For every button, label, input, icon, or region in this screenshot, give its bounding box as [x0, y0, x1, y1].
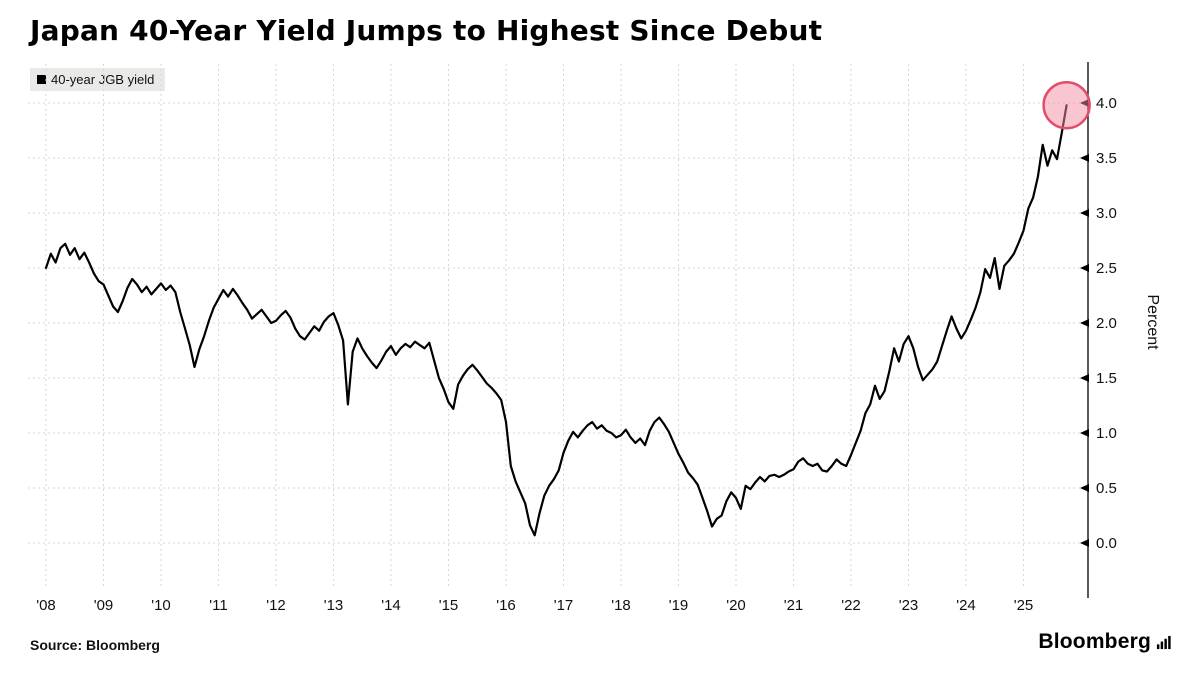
y-tick-label: 3.0: [1096, 205, 1117, 222]
chart-title: Japan 40-Year Yield Jumps to Highest Sin…: [30, 14, 823, 47]
y-tick-label: 0.0: [1096, 535, 1117, 552]
legend-swatch-icon: [37, 75, 46, 84]
x-tick-label: '11: [209, 597, 227, 614]
y-tick-arrow-icon: [1080, 154, 1089, 162]
y-tick-arrow-icon: [1080, 539, 1089, 547]
y-tick-arrow-icon: [1080, 374, 1089, 382]
x-tick-label: '10: [151, 597, 171, 614]
x-tick-label: '19: [669, 597, 689, 614]
bloomberg-bars-icon: [1156, 635, 1171, 649]
x-tick-label: '22: [841, 597, 861, 614]
x-tick-label: '24: [956, 597, 976, 614]
x-axis-labels: '08 '09 '10 '11 '12 '13 '14 '15 '16 '17 '18 '19 '20 '…: [36, 597, 1033, 614]
x-tick-label: '20: [726, 597, 746, 614]
x-tick-label: '14: [381, 597, 401, 614]
x-tick-label: '23: [899, 597, 919, 614]
x-tick-label: '12: [266, 597, 286, 614]
series-line-40y-jgb-yield: [44, 104, 1068, 537]
x-tick-label: '08: [36, 597, 56, 614]
source-note: Source: Bloomberg: [30, 637, 160, 653]
y-axis-labels: 0.0 0.5 1.0 1.5 2.0 2.5 3.0 3.5 4.0: [1080, 95, 1117, 552]
x-tick-label: '25: [1014, 597, 1034, 614]
y-tick-label: 2.5: [1096, 260, 1117, 277]
x-tick-label: '18: [611, 597, 631, 614]
y-tick-label: 2.0: [1096, 315, 1117, 332]
x-tick-label: '16: [496, 597, 516, 614]
y-tick-arrow-icon: [1080, 264, 1089, 272]
y-tick-arrow-icon: [1080, 429, 1089, 437]
y-tick-label: 4.0: [1096, 95, 1117, 112]
y-tick-label: 1.5: [1096, 370, 1117, 387]
x-tick-label: '13: [324, 597, 344, 614]
highlight-circle: [1042, 80, 1091, 130]
x-tick-label: '15: [439, 597, 459, 614]
y-tick-label: 0.5: [1096, 480, 1117, 497]
bloomberg-wordmark: Bloomberg: [1038, 630, 1151, 653]
y-axis-title: Percent: [1144, 294, 1161, 350]
bloomberg-logo: Bloomberg: [1038, 630, 1171, 654]
y-tick-label: 3.5: [1096, 150, 1117, 167]
x-tick-label: '09: [94, 597, 114, 614]
gridlines: [28, 64, 1088, 588]
legend-label: 40-year JGB yield: [51, 72, 155, 87]
x-tick-label: '17: [554, 597, 574, 614]
legend: 40-year JGB yield: [30, 68, 166, 91]
y-tick-arrow-icon: [1080, 484, 1089, 492]
y-tick-arrow-icon: [1080, 209, 1089, 217]
y-tick-arrow-icon: [1080, 319, 1089, 327]
x-tick-label: '21: [784, 597, 804, 614]
y-tick-label: 1.0: [1096, 425, 1117, 442]
